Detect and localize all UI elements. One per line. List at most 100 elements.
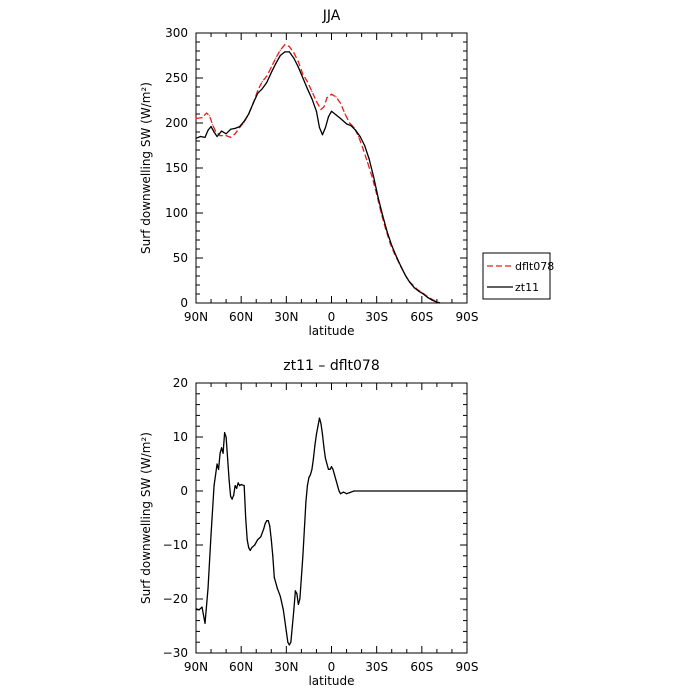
data-point-series-0 (246, 539, 248, 541)
data-point-series-0 (249, 549, 251, 552)
data-point-series-0 (294, 590, 296, 592)
data-point-series-0 (326, 463, 328, 465)
data-point-series-0 (222, 452, 224, 454)
data-point-series-0 (224, 432, 226, 434)
data-point-series-0 (260, 536, 262, 538)
x-tick-label: 0 (328, 310, 336, 324)
data-point-dflt078 (257, 90, 259, 92)
data-point-series-0 (219, 452, 221, 454)
data-point-dflt078 (234, 133, 236, 135)
data-point-zt11 (257, 92, 259, 94)
data-point-zt11 (359, 135, 361, 138)
data-point-series-0 (254, 544, 256, 546)
data-point-series-0 (257, 539, 259, 541)
data-point-zt11 (335, 114, 337, 116)
data-point-dflt078 (348, 122, 351, 124)
data-point-zt11 (324, 126, 327, 129)
data-point-dflt078 (344, 113, 346, 115)
data-point-series-0 (329, 468, 331, 470)
data-point-series-0 (324, 458, 327, 460)
data-point-series-0 (305, 501, 307, 503)
x-tick-label: 90N (184, 310, 208, 324)
data-point-series-0 (234, 485, 236, 487)
data-point-zt11 (395, 255, 397, 257)
data-point-series-0 (311, 468, 313, 470)
data-point-zt11 (210, 126, 212, 128)
data-point-series-0 (300, 576, 302, 579)
data-point-zt11 (373, 176, 375, 178)
data-point-series-0 (466, 490, 468, 492)
plot-frame (195, 382, 468, 654)
data-point-zt11 (391, 244, 393, 246)
data-point-dflt078 (219, 135, 221, 137)
data-point-zt11 (339, 117, 342, 120)
data-point-zt11 (404, 274, 406, 276)
data-point-zt11 (386, 231, 388, 233)
y-tick-label: 100 (165, 206, 188, 220)
data-point-zt11 (220, 130, 223, 132)
chart-title: zt11 – dflt078 (283, 358, 379, 374)
data-point-series-0 (314, 444, 316, 446)
data-point-dflt078 (320, 108, 322, 111)
data-point-series-0 (288, 644, 290, 646)
data-point-zt11 (234, 127, 236, 129)
data-point-series-0 (348, 492, 351, 494)
data-point-series-0 (248, 547, 250, 549)
data-point-series-0 (225, 436, 227, 438)
data-point-zt11 (213, 131, 215, 133)
data-point-series-0 (291, 625, 293, 627)
data-point-series-0 (195, 608, 197, 610)
data-point-series-0 (198, 609, 200, 611)
data-point-dflt078 (208, 115, 211, 117)
data-point-series-0 (270, 539, 272, 541)
y-tick-label: 10 (173, 430, 188, 444)
x-tick-label: 90S (456, 660, 479, 674)
data-point-dflt078 (323, 106, 325, 108)
data-point-dflt078 (270, 66, 272, 68)
x-tick-label: 60S (410, 660, 433, 674)
x-tick-label: 60N (229, 310, 253, 324)
data-point-zt11 (439, 302, 441, 304)
y-axis-label: Surf downwelling SW (W/m²) (139, 82, 153, 254)
data-point-dflt078 (211, 124, 214, 126)
plot-frame (195, 32, 468, 304)
data-point-series-0 (220, 447, 223, 449)
data-point-series-0 (233, 494, 235, 496)
data-point-zt11 (266, 81, 268, 84)
data-point-dflt078 (315, 100, 318, 102)
data-point-dflt078 (293, 52, 295, 54)
y-tick-label: −10 (163, 538, 188, 552)
data-point-series-0 (231, 498, 233, 500)
data-point-series-0 (327, 468, 330, 470)
data-point-series-0 (332, 468, 334, 470)
data-point-zt11 (345, 123, 348, 125)
data-point-dflt078 (311, 90, 313, 93)
data-point-series-0 (236, 487, 238, 489)
data-point-series-0 (272, 555, 274, 557)
data-point-zt11 (261, 88, 263, 90)
data-point-dflt078 (288, 45, 290, 48)
y-tick-label: 150 (165, 161, 188, 175)
data-point-zt11 (297, 66, 299, 68)
data-point-series-0 (227, 458, 229, 460)
data-point-series-0 (276, 587, 278, 589)
data-point-series-0 (297, 603, 299, 606)
series-line-series-0 (195, 417, 467, 646)
data-point-series-0 (317, 425, 319, 427)
data-point-dflt078 (214, 130, 217, 132)
data-point-series-0 (287, 641, 289, 643)
data-point-zt11 (284, 51, 286, 53)
data-point-dflt078 (284, 44, 286, 46)
data-point-zt11 (252, 102, 254, 104)
data-point-dflt078 (371, 176, 373, 178)
data-point-series-0 (296, 593, 298, 595)
data-point-series-0 (230, 495, 232, 497)
data-point-dflt078 (195, 117, 197, 120)
data-point-series-0 (269, 525, 271, 527)
data-point-series-0 (267, 520, 269, 522)
data-point-zt11 (382, 215, 384, 217)
chart-title: JJA (322, 8, 341, 24)
data-point-zt11 (427, 297, 429, 299)
data-point-series-0 (228, 479, 230, 481)
